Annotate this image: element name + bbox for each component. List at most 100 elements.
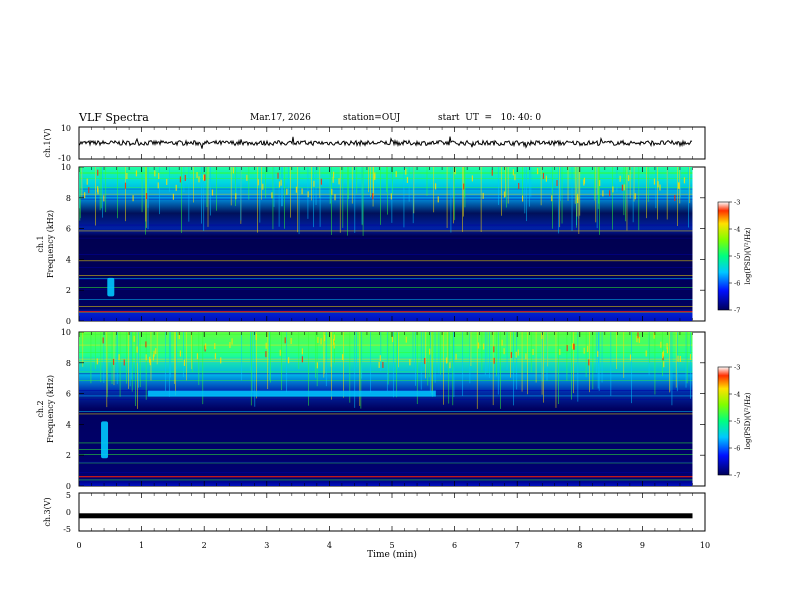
intensity-speckle: [645, 350, 647, 357]
colorbar-ch1-label: log(PSD)(V²/Hz): [744, 227, 752, 284]
intensity-speckle: [338, 178, 340, 185]
intensity-speckle: [175, 184, 177, 191]
ch1-spec-yticks: 0 2 4 6 8 10: [61, 163, 705, 326]
intensity-speckle: [84, 192, 86, 199]
intensity-speckle: [477, 342, 480, 349]
colorbar-tick-label: -3: [734, 364, 740, 372]
intensity-speckle: [501, 339, 503, 346]
intensity-speckle: [135, 170, 138, 177]
y-tick-label: 4: [66, 255, 71, 264]
colorbar-ch1: -3 -4 -5 -6 -7 log(PSD)(V²/Hz): [717, 199, 752, 315]
intensity-speckle: [541, 332, 543, 339]
colorbar-ch2-label: log(PSD)(V²/Hz): [744, 392, 752, 449]
intensity-speckle: [184, 174, 186, 181]
ch1-waveform-ylabel: ch.1(V): [43, 128, 52, 157]
intensity-speckle: [172, 193, 175, 200]
intensity-speckle: [246, 174, 248, 181]
intensity-speckle: [271, 192, 273, 199]
intensity-speckle: [449, 362, 451, 369]
ch2-spectrogram-image: [79, 332, 693, 486]
intensity-speckle: [583, 179, 585, 186]
intensity-speckle: [542, 172, 545, 179]
colorbar-tick-label: -5: [734, 253, 740, 261]
intensity-speckle: [178, 333, 180, 340]
intensity-speckle: [689, 353, 692, 360]
y-tick-label: 4: [66, 420, 71, 429]
intensity-speckle: [262, 183, 264, 190]
intensity-speckle: [97, 186, 99, 193]
y-tick-label: 2: [66, 451, 71, 460]
intensity-speckle: [204, 174, 206, 181]
intensity-speckle: [198, 176, 200, 183]
intensity-speckle: [637, 332, 639, 339]
y-tick-label: 10: [61, 163, 71, 172]
intensity-speckle: [374, 174, 376, 181]
intensity-speckle: [437, 196, 439, 203]
intensity-speckle: [214, 343, 216, 350]
no-data-region: [692, 332, 693, 486]
ch3-waveform-trace: [79, 513, 693, 519]
station-label: station=OUJ: [343, 113, 401, 123]
intensity-speckle: [278, 181, 281, 188]
intensity-speckle: [657, 181, 659, 188]
intensity-speckle: [587, 345, 589, 352]
ch3-ytick-bottom: -5: [63, 525, 71, 534]
noise-burst: [101, 421, 109, 459]
colorbar-tick-label: -4: [734, 391, 740, 399]
intensity-speckle: [145, 354, 147, 361]
intensity-speckle: [471, 175, 473, 182]
intensity-speckle: [660, 341, 662, 348]
intensity-speckle: [235, 193, 237, 200]
intensity-speckle: [556, 180, 558, 187]
x-tick-label: 3: [264, 541, 269, 550]
intensity-speckle: [619, 175, 621, 182]
intensity-speckle: [666, 343, 668, 350]
x-tick-label: 2: [202, 541, 207, 550]
intensity-speckle: [405, 336, 407, 343]
intensity-speckle: [382, 361, 384, 368]
y-tick-label: 0: [66, 317, 71, 326]
x-tick-label: 6: [452, 541, 457, 550]
intensity-speckle: [406, 176, 409, 183]
intensity-speckle: [517, 349, 519, 356]
intensity-speckle: [391, 336, 394, 343]
intensity-speckle: [514, 174, 516, 181]
intensity-speckle: [653, 332, 655, 339]
intensity-speckle: [390, 193, 392, 200]
intensity-speckle: [295, 186, 298, 193]
intensity-speckle: [525, 353, 527, 360]
intensity-speckle: [454, 168, 456, 175]
intensity-speckle: [153, 350, 155, 357]
ch1-spectrogram-image: [79, 167, 693, 321]
y-tick-label: 0: [66, 482, 71, 491]
intensity-speckle: [214, 353, 217, 360]
intensity-speckle: [634, 193, 636, 200]
intensity-speckle: [284, 337, 286, 344]
intensity-speckle: [577, 197, 579, 204]
intensity-speckle: [455, 353, 457, 360]
no-data-region: [692, 167, 693, 321]
intensity-speckle: [196, 172, 198, 179]
intensity-speckle: [280, 179, 282, 186]
intensity-speckle: [277, 172, 279, 179]
x-tick-label: 9: [640, 541, 645, 550]
intensity-speckle: [333, 342, 335, 349]
intensity-speckle: [510, 351, 512, 358]
ch1-ytick-bottom: -10: [58, 154, 71, 163]
intensity-speckle: [341, 354, 344, 361]
intensity-speckle: [149, 356, 151, 363]
date-label: Mar.17, 2026: [250, 113, 311, 123]
colorbar-tick-label: -6: [734, 445, 740, 453]
intensity-speckle: [123, 359, 125, 366]
intensity-speckle: [378, 361, 380, 368]
intensity-speckle: [653, 178, 656, 185]
time-axis: 0 1 2 3 4 5 6 7 8 9 10: [76, 127, 710, 550]
intensity-speckle: [597, 350, 599, 357]
intensity-speckle: [118, 354, 120, 361]
intensity-speckle: [636, 336, 638, 343]
intensity-speckle: [566, 345, 568, 352]
ch3-ytick-top: 5: [66, 491, 71, 500]
intensity-speckle: [183, 359, 186, 366]
ch3-ytick-mid: 0: [66, 508, 71, 517]
x-tick-label: 8: [577, 541, 582, 550]
